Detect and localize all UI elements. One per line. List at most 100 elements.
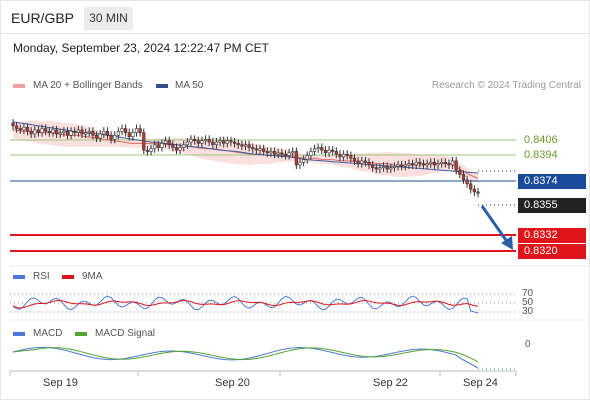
candle-body [251,147,255,150]
candle-body [225,140,229,144]
candle-body [371,164,375,168]
candle-body [454,160,458,171]
candle-body [276,152,280,155]
candle-body [233,141,237,144]
candle-body [51,129,55,133]
candle-body [367,161,371,166]
candle-body [222,140,226,144]
candle-body [134,128,139,133]
candle-body [94,135,99,139]
candle-body [11,122,15,127]
candle-body [331,149,335,152]
candle-body [294,151,298,166]
candle-body [109,135,113,140]
x-label-sep20: Sep 20 [215,377,250,389]
candle-body [171,144,175,148]
candle-body [302,159,306,163]
rsi-level-50: 50 [522,297,534,308]
candle-body [327,149,331,154]
resistance1-label: 0.8394 [524,149,558,161]
candle-body [432,161,437,166]
candle-body [374,167,378,170]
candle-body [291,151,295,154]
candle-body [458,170,462,175]
candle-body [323,149,328,154]
timeframe-badge[interactable]: 30 MIN [84,7,133,30]
rsi-ma-legend-swatch [62,275,74,279]
candle-body [65,130,70,136]
candle-body [76,129,80,133]
candle-body [269,151,273,154]
ma20-legend-label: MA 20 + Bollinger Bands [33,80,143,91]
candle-body [385,166,389,170]
candles [11,119,480,198]
candle-body [102,130,106,135]
candle-body [236,143,240,146]
ma50-legend-swatch [156,84,168,88]
candle-body [403,164,407,167]
x-label-sep19: Sep 19 [43,377,78,389]
candle-body [58,132,62,135]
candle-body [142,132,146,151]
credit-text: Research © 2024 Trading Central [431,80,581,91]
candle-body [69,130,73,136]
candle-body [116,130,120,136]
x-axis [9,370,517,376]
candle-body [411,163,415,166]
candle-body [138,128,142,133]
candle-body [163,140,168,144]
candle-body [320,147,324,151]
candle-body [298,161,302,166]
candle-body [131,132,135,137]
rsi-level-30: 30 [522,306,534,317]
macd-signal-line [12,347,479,363]
candle-body [87,130,91,133]
timestamp: Monday, September 23, 2024 12:22:47 PM C… [13,41,269,55]
candle-body [363,160,367,163]
candle-body [443,161,447,164]
candle-body [47,130,51,133]
pivot-price-tag: 0.8374 [518,174,586,189]
macd-signal-legend-swatch [75,332,87,336]
candle-body [120,128,124,132]
candle-body [280,152,284,155]
price-levels [10,139,516,252]
candle-body [312,148,317,152]
ma50-line [12,121,479,174]
candle-body [54,129,59,135]
candle-body [400,164,404,167]
candle-body [203,139,208,141]
current-price-tag: 0.8355 [518,198,586,213]
candle-body [182,144,186,148]
candle-body [450,160,455,166]
candle-body [214,141,219,146]
candle-body [440,161,444,164]
candle-body [36,129,41,133]
x-label-sep24: Sep 24 [463,377,498,389]
rsi-ma-legend-label: 9MA [82,271,103,282]
macd-panel [12,346,516,370]
macd-signal-legend-label: MACD Signal [95,328,156,339]
candle-body [189,139,193,143]
candle-body [429,161,433,164]
candle-body [167,140,171,146]
candle-body [15,125,19,129]
rsi-line [12,295,479,314]
rsi-ma-line [12,299,479,309]
ma50-legend-label: MA 50 [175,80,204,91]
candle-body [160,143,164,148]
candle-body [211,141,215,146]
candle-body [229,140,233,143]
rsi-panel [10,293,516,314]
candle-body [396,164,400,167]
candle-body [345,153,349,156]
macd-legend-label: MACD [33,328,63,339]
candle-body [436,163,440,166]
rsi-level-70: 70 [522,288,534,299]
x-label-sep22: Sep 22 [373,377,408,389]
candle-body [472,188,476,193]
candle-body [124,128,128,133]
candle-body [378,167,382,170]
candle-body [425,163,429,166]
candle-body [200,140,204,144]
